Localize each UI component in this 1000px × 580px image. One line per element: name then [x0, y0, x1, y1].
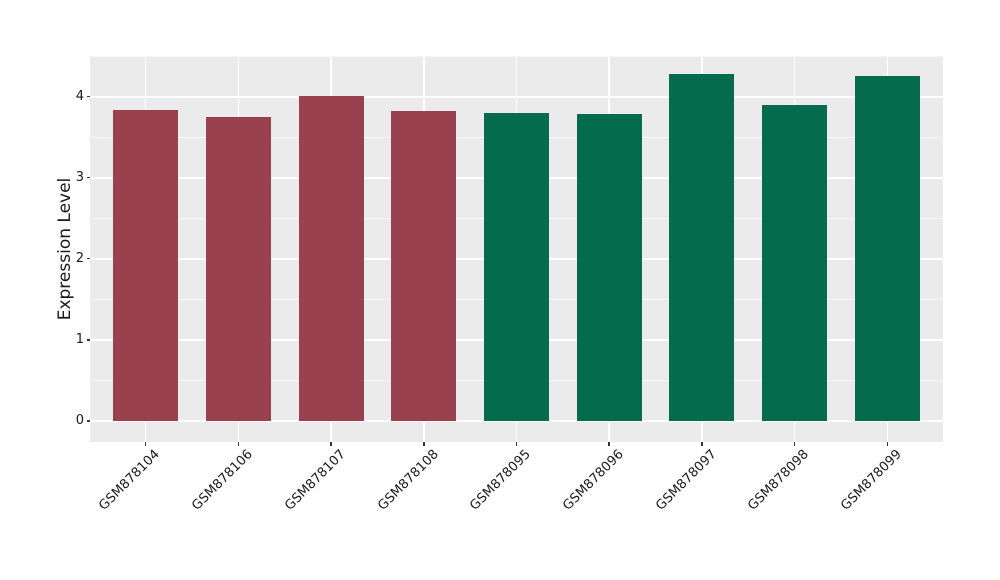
- x-tick-label-GSM878104: GSM878104: [96, 447, 164, 514]
- plot-panel: [90, 56, 943, 442]
- bar-GSM878098: [762, 104, 828, 421]
- bar-GSM878096: [576, 114, 642, 421]
- bar-GSM878095: [484, 112, 549, 421]
- bar-GSM878099: [854, 76, 920, 421]
- bar-GSM878106: [205, 116, 271, 421]
- x-tick-mark-GSM878108: [423, 442, 425, 446]
- y-tick-mark-3: [86, 176, 90, 179]
- bar-GSM878107: [298, 95, 364, 421]
- y-tick-label-0: 0: [75, 412, 84, 428]
- y-tick-label-2: 2: [75, 250, 84, 266]
- x-tick-label-GSM878097: GSM878097: [652, 447, 720, 514]
- x-tick-label-GSM878095: GSM878095: [467, 447, 535, 514]
- x-tick-mark-GSM878095: [515, 442, 518, 446]
- x-tick-mark-GSM878104: [144, 442, 147, 446]
- y-tick-label-3: 3: [75, 169, 84, 185]
- y-tick-label-1: 1: [75, 331, 84, 347]
- x-tick-label-GSM878098: GSM878098: [745, 447, 813, 514]
- y-tick-mark-1: [86, 339, 90, 341]
- x-tick-mark-GSM878098: [793, 442, 796, 446]
- y-tick-mark-2: [86, 257, 90, 260]
- x-tick-mark-GSM878107: [330, 442, 332, 446]
- x-tick-label-GSM878107: GSM878107: [282, 447, 349, 514]
- x-tick-mark-GSM878106: [237, 442, 240, 446]
- y-axis-title: Expression Level: [55, 177, 75, 321]
- x-tick-mark-GSM878096: [608, 442, 610, 446]
- bar-GSM878097: [669, 73, 735, 421]
- x-tick-label-GSM878099: GSM878099: [838, 447, 905, 514]
- y-tick-mark-0: [86, 420, 90, 422]
- x-tick-label-GSM878108: GSM878108: [374, 447, 442, 514]
- bar-GSM878104: [113, 109, 179, 421]
- bar-GSM878108: [391, 111, 457, 421]
- x-tick-mark-GSM878099: [886, 442, 889, 446]
- x-tick-mark-GSM878097: [701, 442, 703, 446]
- x-tick-label-GSM878106: GSM878106: [189, 447, 256, 514]
- x-tick-label-GSM878096: GSM878096: [560, 447, 627, 514]
- y-tick-mark-4: [86, 95, 90, 98]
- y-tick-label-4: 4: [75, 88, 84, 104]
